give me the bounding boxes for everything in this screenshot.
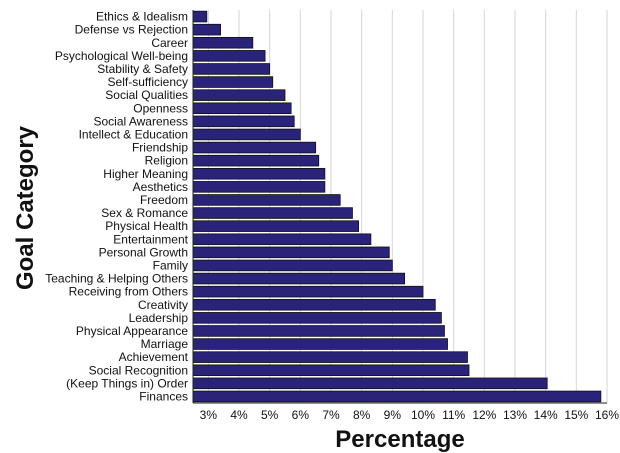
category-label: Physical Health bbox=[105, 219, 188, 233]
category-label: Social Qualities bbox=[105, 88, 188, 102]
bar bbox=[192, 115, 295, 128]
bar bbox=[192, 102, 292, 115]
category-label: Friendship bbox=[132, 141, 188, 155]
x-tick-label: 5% bbox=[261, 408, 279, 422]
category-label: (Keep Things in) Order bbox=[66, 376, 188, 390]
bar bbox=[192, 167, 326, 180]
x-axis-title: Percentage bbox=[335, 426, 464, 453]
x-tick-label: 3% bbox=[200, 408, 218, 422]
category-label: Leadership bbox=[129, 311, 189, 325]
bar bbox=[192, 154, 320, 167]
bar bbox=[192, 298, 436, 311]
bar bbox=[192, 220, 360, 232]
bar bbox=[192, 89, 286, 101]
x-tick-label: 14% bbox=[534, 408, 558, 422]
category-label: Religion bbox=[145, 154, 188, 168]
category-label: Defense vs Rejection bbox=[75, 23, 188, 37]
category-label: Receiving from Others bbox=[69, 285, 188, 299]
bar bbox=[192, 233, 372, 246]
category-label: Social Awareness bbox=[94, 114, 189, 128]
bar bbox=[192, 128, 301, 141]
category-label: Intellect & Education bbox=[79, 127, 188, 141]
category-label: Aesthetics bbox=[133, 180, 188, 194]
bar bbox=[192, 63, 271, 75]
category-label: Ethics & Idealism bbox=[96, 10, 188, 24]
category-label: Sex & Romance bbox=[101, 206, 188, 220]
bar bbox=[192, 351, 468, 363]
bar bbox=[192, 325, 445, 337]
x-tick-label: 15% bbox=[564, 408, 588, 422]
category-label: Social Recognition bbox=[89, 363, 188, 377]
category-label: Career bbox=[151, 36, 188, 50]
x-tick-labels: 3% 4% 5% 6% 7% 8% 9% 10% 11% 12% 13% 14% 15% 16% bbox=[200, 408, 620, 422]
bar bbox=[192, 364, 470, 377]
bar bbox=[192, 377, 548, 390]
y-axis-title: Goal Category bbox=[12, 125, 39, 290]
category-label: Finances bbox=[139, 389, 188, 403]
category-label: Teaching & Helping Others bbox=[45, 272, 188, 286]
category-label: Achievement bbox=[119, 350, 189, 364]
x-tick-label: 4% bbox=[230, 408, 248, 422]
bar bbox=[192, 36, 254, 49]
category-label: Higher Meaning bbox=[103, 167, 188, 181]
bar bbox=[192, 312, 442, 324]
x-tick-label: 7% bbox=[322, 408, 340, 422]
bar bbox=[192, 181, 326, 193]
x-tick-label: 11% bbox=[442, 408, 465, 422]
category-label: Marriage bbox=[141, 337, 189, 351]
bar bbox=[192, 23, 222, 36]
bar bbox=[192, 272, 406, 285]
bar bbox=[192, 76, 274, 88]
bar bbox=[192, 246, 390, 259]
x-tick-label: 8% bbox=[353, 408, 371, 422]
category-label: Personal Growth bbox=[99, 245, 188, 259]
category-label: Psychological Well-being bbox=[55, 49, 188, 63]
category-label: Entertainment bbox=[113, 232, 188, 246]
x-tick-label: 10% bbox=[411, 408, 435, 422]
bar bbox=[192, 390, 602, 403]
x-tick-label: 12% bbox=[472, 408, 496, 422]
category-label: Freedom bbox=[140, 193, 188, 207]
bar bbox=[192, 10, 208, 23]
bar bbox=[192, 259, 393, 272]
x-tick-label: 16% bbox=[595, 408, 619, 422]
gridlines bbox=[207, 10, 608, 403]
category-label: Creativity bbox=[138, 298, 188, 312]
category-label: Stability & Safety bbox=[97, 62, 188, 76]
x-tick-label: 13% bbox=[503, 408, 527, 422]
x-tick-label: 6% bbox=[292, 408, 310, 422]
category-label: Physical Appearance bbox=[76, 324, 188, 338]
bar bbox=[192, 194, 341, 206]
bar bbox=[192, 207, 353, 219]
bar bbox=[192, 141, 317, 154]
category-label: Openness bbox=[133, 101, 188, 115]
x-tick-label: 9% bbox=[384, 408, 402, 422]
category-label: Self-sufficiency bbox=[108, 75, 188, 89]
bars bbox=[192, 10, 602, 403]
bar bbox=[192, 285, 424, 298]
category-label: Family bbox=[153, 258, 188, 272]
bar bbox=[192, 338, 448, 350]
bar bbox=[192, 50, 266, 62]
